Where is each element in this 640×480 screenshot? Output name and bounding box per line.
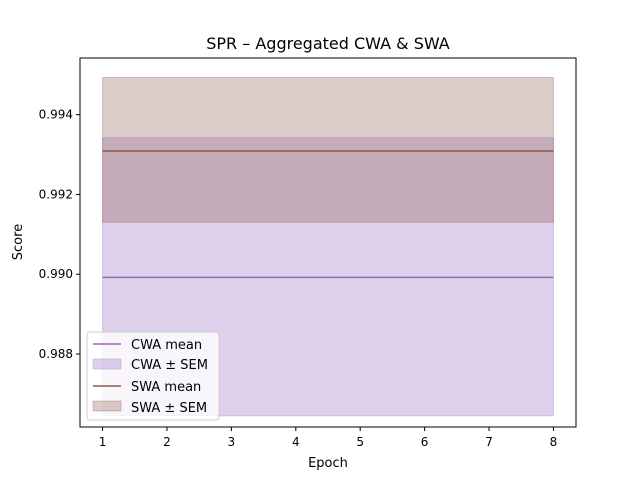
legend-label-swa-sem: SWA ± SEM — [131, 401, 207, 416]
x-tick-label: 5 — [356, 435, 364, 449]
x-tick-label: 8 — [550, 435, 558, 449]
y-tick-label: 0.994 — [39, 108, 73, 122]
y-tick-label: 0.990 — [39, 267, 73, 281]
legend-label-swa-mean: SWA mean — [131, 380, 201, 395]
x-tick-label: 4 — [292, 435, 300, 449]
legend-label-cwa-sem: CWA ± SEM — [131, 358, 208, 373]
x-axis: 1 2 3 4 5 6 7 8 — [99, 427, 558, 449]
y-axis: 0.988 0.990 0.992 0.994 — [39, 108, 80, 361]
y-tick-label: 0.992 — [39, 187, 73, 201]
x-tick-label: 6 — [421, 435, 429, 449]
legend-label-cwa-mean: CWA mean — [131, 338, 202, 353]
x-tick-label: 7 — [485, 435, 493, 449]
x-tick-label: 3 — [228, 435, 236, 449]
legend-swatch-cwa-sem — [92, 358, 122, 370]
x-tick-label: 2 — [163, 435, 171, 449]
legend-swatch-swa-sem — [92, 400, 122, 412]
sem-band-swa — [102, 77, 554, 223]
legend: CWA mean CWA ± SEM SWA mean SWA ± SEM — [86, 331, 220, 421]
legend-box — [86, 331, 220, 421]
x-tick-label: 1 — [99, 435, 107, 449]
plot-frame — [79, 57, 577, 428]
y-axis-label: Score — [11, 224, 26, 260]
mean-lines — [102, 150, 554, 279]
y-tick-label: 0.988 — [39, 347, 73, 361]
x-axis-label: Epoch — [308, 456, 348, 471]
chart-title: SPR – Aggregated CWA & SWA — [206, 34, 450, 53]
